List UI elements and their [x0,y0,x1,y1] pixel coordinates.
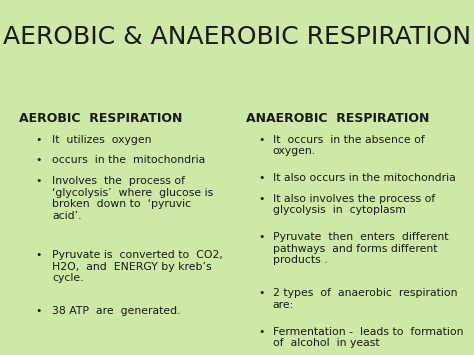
Text: occurs  in the  mitochondria: occurs in the mitochondria [52,155,205,165]
Text: •: • [258,173,264,183]
Text: •: • [258,194,264,204]
Text: It also involves the process of
glycolysis  in  cytoplasm: It also involves the process of glycolys… [273,194,435,215]
Text: 38 ATP  are  generated.: 38 ATP are generated. [52,306,181,316]
Text: •: • [36,155,42,165]
Text: •: • [36,176,42,186]
Text: AEROBIC & ANAEROBIC RESPIRATION: AEROBIC & ANAEROBIC RESPIRATION [3,25,471,49]
Text: Pyruvate  then  enters  different
pathways  and forms different
products .: Pyruvate then enters different pathways … [273,232,448,266]
Text: •: • [36,135,42,145]
Text: It  utilizes  oxygen: It utilizes oxygen [52,135,152,145]
Text: It also occurs in the mitochondria: It also occurs in the mitochondria [273,173,456,183]
Text: AEROBIC  RESPIRATION: AEROBIC RESPIRATION [19,112,182,125]
Text: •: • [258,288,264,298]
Text: •: • [258,232,264,242]
Text: 2 types  of  anaerobic  respiration
are:: 2 types of anaerobic respiration are: [273,288,457,310]
Text: •: • [258,135,264,145]
Text: ANAEROBIC  RESPIRATION: ANAEROBIC RESPIRATION [246,112,430,125]
Text: Involves  the  process of
‘glycolysis’  where  glucose is
broken  down to  ‘pyru: Involves the process of ‘glycolysis’ whe… [52,176,213,221]
Text: •: • [36,250,42,260]
Text: •: • [36,306,42,316]
Text: It  occurs  in the absence of
oxygen.: It occurs in the absence of oxygen. [273,135,424,157]
Text: Fermentation -  leads to  formation
of  alcohol  in yeast: Fermentation - leads to formation of alc… [273,327,463,348]
Text: •: • [258,327,264,337]
Text: Pyruvate is  converted to  CO2,
H2O,  and  ENERGY by kreb’s
cycle.: Pyruvate is converted to CO2, H2O, and E… [52,250,223,283]
